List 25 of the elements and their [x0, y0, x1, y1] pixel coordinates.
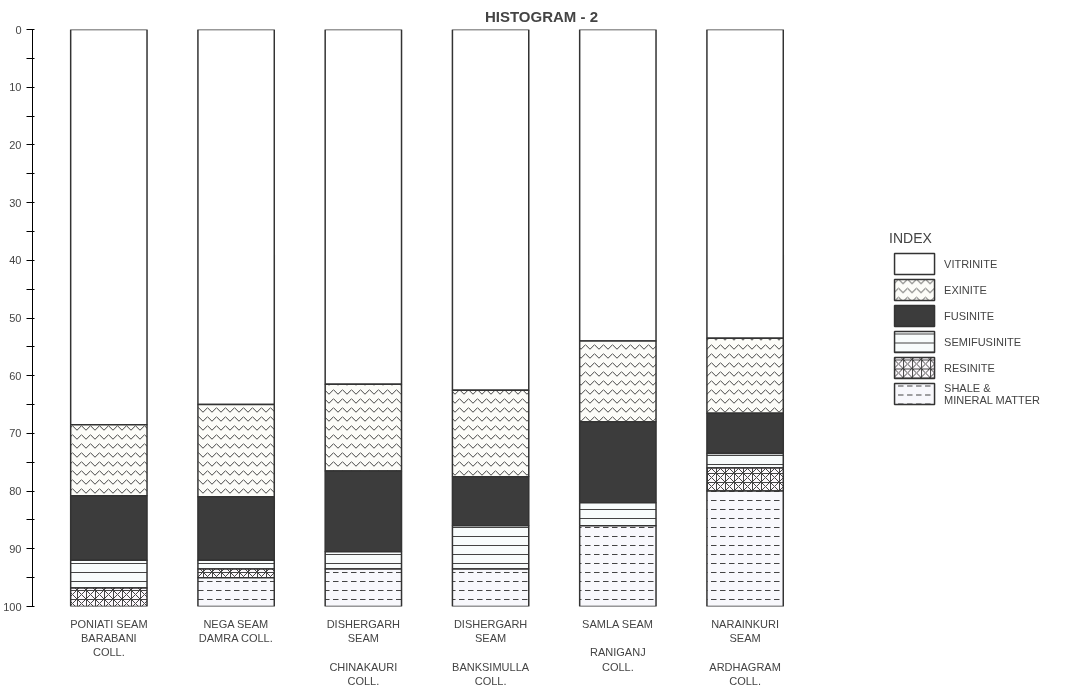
legend-label: RESINITE — [944, 361, 995, 373]
y-tick-label: 0 — [15, 23, 22, 36]
category-label: DISHERGARH SEAM CHINAKAURI COLL. — [326, 617, 401, 688]
y-tick-label: 40 — [9, 254, 22, 267]
x-tick-label: NEGA SEAM DAMRA COLL. — [198, 617, 273, 644]
y-tick-label: 80 — [9, 485, 22, 498]
y-tick-label: 10 — [9, 81, 22, 94]
legend-label: EXINITE — [944, 283, 987, 295]
y-tick-label: 30 — [9, 196, 22, 209]
x-tick-label: PONIATI SEAM BARABANI COLL. — [70, 617, 148, 659]
legend-label: SEMIFUSINITE — [944, 335, 1022, 347]
y-tick-label: 90 — [9, 542, 22, 555]
category-label: DISHERGARH SEAM BANKSIMULLA COLL. — [452, 617, 530, 688]
legend-label: FUSINITE — [944, 309, 995, 321]
chart-title: HISTOGRAM - 2 — [484, 7, 599, 25]
legend-label: SHALE & MINERAL MATTER — [944, 381, 1040, 405]
y-tick-label: 100 — [3, 600, 22, 613]
category-label: NARAINKURI SEAM ARDHAGRAM COLL. — [709, 617, 781, 688]
y-tick-label: 70 — [9, 427, 22, 440]
legend-label: VITRINITE — [944, 257, 998, 269]
category-label: SAMLA SEAM RANIGANJ COLL. — [582, 617, 654, 673]
y-tick-label: 20 — [9, 138, 22, 151]
y-tick-label: 60 — [9, 369, 22, 382]
y-tick-label: 50 — [9, 312, 22, 324]
legend-title: INDEX — [889, 229, 933, 245]
